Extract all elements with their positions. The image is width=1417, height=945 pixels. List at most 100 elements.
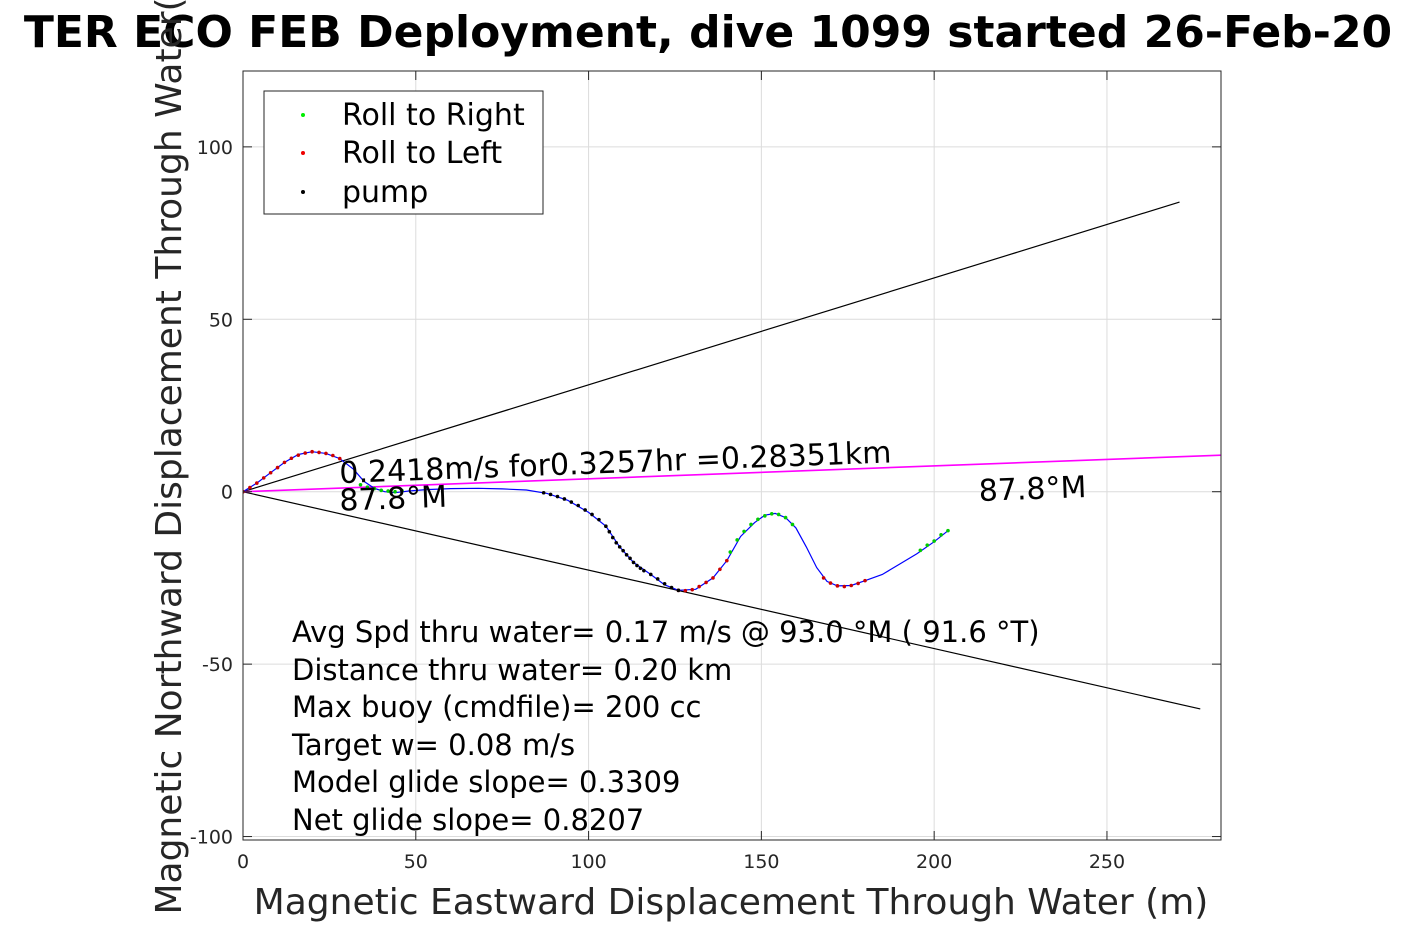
point-roll-to-right-9 — [742, 529, 746, 534]
point-pump-5 — [576, 503, 581, 508]
point-roll-to-right-10 — [749, 522, 753, 527]
reference-line-0 — [243, 201, 1180, 493]
y-tick-label-0: -100 — [190, 827, 233, 849]
point-roll-to-right-1 — [365, 485, 370, 490]
point-roll-to-left-12 — [324, 451, 328, 456]
stat-model-glide: Model glide slope= 0.3309 — [292, 765, 680, 799]
point-roll-to-left-9 — [303, 451, 308, 455]
x-tick-label-1: 50 — [404, 851, 428, 873]
point-roll-to-left-1 — [248, 485, 252, 490]
point-pump-22 — [655, 577, 660, 581]
stat-target-w: Target w= 0.08 m/s — [291, 728, 575, 762]
point-pump-6 — [583, 508, 587, 512]
point-pump-10 — [607, 529, 612, 534]
point-roll-to-left-5 — [275, 465, 280, 470]
x-tick-label-5: 250 — [1089, 851, 1125, 873]
point-pump-4 — [569, 500, 574, 504]
point-roll-to-right-16 — [790, 522, 795, 527]
point-roll-to-left-2 — [255, 481, 259, 485]
point-pump-24 — [669, 585, 674, 590]
point-roll-to-right-3 — [379, 488, 384, 493]
point-roll-to-right-11 — [756, 517, 760, 522]
point-pump-11 — [610, 535, 615, 540]
point-roll-to-right-8 — [735, 538, 739, 542]
point-roll-to-right-4 — [386, 489, 390, 493]
point-pump-12 — [614, 540, 619, 545]
point-pump-8 — [597, 517, 601, 522]
y-tick-label-4: 100 — [197, 137, 233, 159]
x-axis-label: Magnetic Eastward Displacement Through W… — [254, 882, 1209, 923]
point-roll-to-left-25 — [835, 584, 840, 588]
y-axis-label: Magnetic Northward Displacement Through … — [149, 0, 190, 915]
point-roll-to-right-0 — [358, 483, 363, 487]
point-pump-21 — [648, 572, 653, 577]
point-pump-19 — [638, 566, 643, 571]
point-roll-to-right-5 — [393, 489, 397, 494]
x-tick-label-2: 100 — [570, 851, 606, 873]
annotation-1: 87.8°M — [339, 480, 448, 519]
point-pump-25 — [676, 588, 681, 593]
point-pump-1 — [548, 492, 553, 497]
point-roll-to-left-14 — [337, 456, 342, 461]
x-tick-label-0: 0 — [237, 851, 249, 873]
point-roll-to-right-14 — [776, 512, 781, 517]
point-pump-20 — [642, 568, 646, 573]
point-pump-15 — [624, 553, 629, 557]
point-roll-to-left-18 — [697, 584, 701, 589]
series-roll-to-left — [243, 449, 867, 593]
point-roll-to-left-28 — [856, 581, 860, 586]
legend-marker-pump — [301, 190, 305, 194]
legend-box — [263, 90, 544, 215]
point-roll-to-left-23 — [821, 576, 826, 580]
point-roll-to-right-19 — [932, 539, 936, 543]
point-pump-2 — [555, 494, 560, 499]
point-roll-to-right-18 — [925, 543, 930, 547]
point-roll-to-left-26 — [842, 584, 847, 589]
x-tick-label-3: 150 — [743, 851, 779, 873]
point-roll-to-right-6 — [400, 488, 404, 493]
stat-distance: Distance thru water= 0.20 km — [292, 653, 732, 687]
legend-label-roll-right: Roll to Right — [342, 98, 525, 133]
point-roll-to-right-20 — [939, 533, 943, 537]
legend: Roll to Right Roll to Left pump — [263, 90, 544, 215]
point-roll-to-left-8 — [296, 453, 301, 457]
point-roll-to-left-19 — [704, 580, 708, 585]
legend-label-roll-left: Roll to Left — [342, 136, 502, 171]
point-roll-to-right-12 — [763, 514, 767, 518]
point-roll-to-right-15 — [783, 515, 788, 520]
stat-max-buoy: Max buoy (cmdfile)= 200 cc — [292, 690, 701, 724]
point-roll-to-left-29 — [863, 578, 867, 583]
point-roll-to-left-27 — [849, 583, 854, 588]
point-roll-to-left-13 — [331, 453, 335, 458]
reference-line-2 — [243, 454, 1221, 493]
point-roll-to-left-24 — [828, 581, 833, 585]
dive-stats: Avg Spd thru water= 0.17 m/s @ 93.0 °M (… — [291, 615, 1040, 837]
reference-lines — [243, 201, 1221, 710]
y-tick-label-3: 50 — [209, 309, 233, 331]
point-roll-to-right-2 — [372, 486, 377, 491]
point-roll-to-right-13 — [769, 511, 774, 516]
point-roll-to-left-3 — [261, 476, 266, 480]
legend-marker-roll-left — [301, 151, 305, 155]
point-pump-23 — [662, 581, 667, 586]
legend-label-pump: pump — [342, 175, 428, 210]
ticks: 0 50 100 150 200 250 -100 -50 0 50 100 — [190, 71, 1221, 873]
point-pump-16 — [628, 556, 632, 561]
x-tick-label-4: 200 — [916, 851, 952, 873]
point-roll-to-left-10 — [310, 449, 314, 454]
point-roll-to-right-21 — [946, 528, 950, 533]
stat-avg-speed: Avg Spd thru water= 0.17 m/s @ 93.0 °M (… — [292, 615, 1040, 649]
y-tick-label-2: 0 — [221, 482, 233, 504]
point-pump-3 — [562, 497, 567, 501]
series-points — [243, 449, 950, 593]
point-pump-14 — [621, 548, 625, 553]
point-roll-to-left-16 — [683, 588, 688, 593]
point-roll-to-right-7 — [728, 550, 733, 554]
point-roll-to-left-17 — [690, 587, 695, 592]
annotation-2: 87.8°M — [978, 470, 1087, 509]
point-roll-to-left-7 — [289, 456, 294, 461]
legend-marker-roll-right — [301, 113, 305, 117]
series-pump — [541, 490, 681, 593]
plot-box — [242, 70, 1222, 841]
